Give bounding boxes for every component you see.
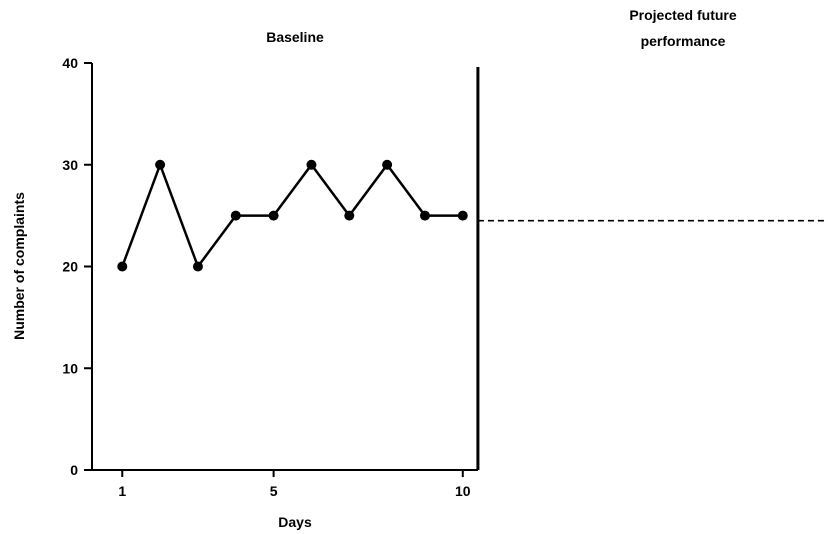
y-tick-label: 30 [62, 157, 78, 173]
y-tick-label: 20 [62, 259, 78, 275]
data-point [419, 210, 430, 221]
x-axis-label: Days [278, 514, 312, 530]
y-tick-label: 10 [62, 360, 78, 376]
data-point [457, 210, 468, 221]
x-tick-label: 10 [455, 483, 471, 499]
projection-label-line1: Projected future [629, 7, 737, 23]
y-ticks: 0 10 20 30 40 [62, 55, 92, 478]
data-point [155, 159, 166, 170]
projection-label-line2: performance [641, 33, 726, 49]
y-tick-label: 0 [70, 462, 78, 478]
x-tick-label: 1 [118, 483, 126, 499]
data-point [230, 210, 241, 221]
x-tick-label: 5 [270, 483, 278, 499]
series-points [117, 159, 468, 272]
data-point [382, 159, 393, 170]
y-tick-label: 40 [62, 55, 78, 71]
series-line [121, 161, 463, 270]
data-point [306, 159, 317, 170]
data-point [117, 261, 128, 272]
data-point [268, 210, 279, 221]
y-axis-label: Number of complaints [11, 192, 27, 340]
x-ticks: 1 5 10 [118, 470, 471, 499]
data-point [192, 261, 203, 272]
baseline-label: Baseline [266, 29, 324, 45]
data-point [344, 210, 355, 221]
